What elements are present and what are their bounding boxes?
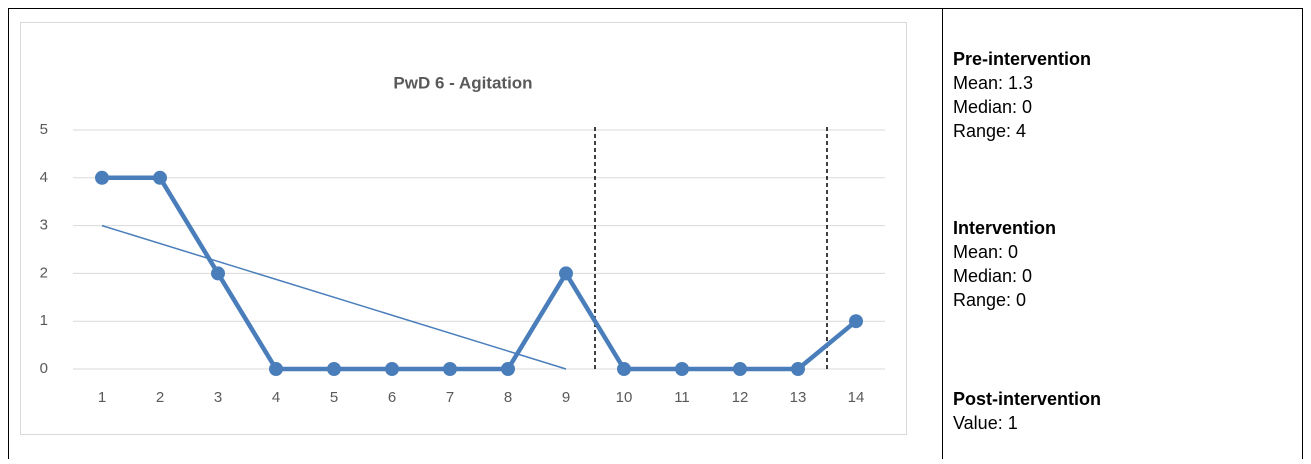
x-tick-label: 14 (848, 389, 865, 406)
x-tick-label: 3 (214, 389, 222, 406)
panel-line: Range: 0 (953, 290, 1026, 310)
x-tick-label: 7 (446, 389, 454, 406)
y-tick-label: 2 (40, 264, 48, 281)
panel-heading: Post-intervention (953, 389, 1101, 409)
data-point (559, 266, 573, 281)
table-border (8, 8, 1303, 464)
data-point (791, 362, 805, 376)
y-tick-label: 4 (40, 169, 48, 186)
panel-heading: Intervention (953, 218, 1056, 238)
data-point (95, 170, 109, 185)
data-point (733, 362, 747, 376)
data-point (617, 362, 631, 376)
panel-line: Mean: 1.3 (953, 73, 1033, 93)
x-tick-label: 1 (98, 389, 106, 406)
x-tick-label: 13 (790, 389, 807, 406)
y-tick-label: 5 (40, 121, 48, 138)
data-point (153, 170, 167, 185)
x-tick-label: 11 (674, 389, 690, 406)
data-point (269, 362, 283, 376)
y-tick-label: 0 (40, 360, 48, 377)
panel-line: Median: 0 (953, 266, 1032, 286)
x-tick-label: 6 (388, 389, 396, 406)
x-tick-label: 8 (504, 389, 512, 406)
data-point (501, 362, 515, 376)
x-tick-label: 5 (330, 389, 338, 406)
y-tick-label: 1 (40, 312, 48, 329)
x-tick-label: 12 (732, 389, 749, 406)
panel-line: Median: 0 (953, 97, 1032, 117)
data-point (385, 362, 399, 376)
chart-title: PwD 6 - Agitation (393, 73, 532, 92)
panel-line: Value: 1 (953, 413, 1018, 433)
data-point (211, 266, 225, 281)
x-tick-label: 4 (272, 389, 280, 406)
data-point (675, 362, 689, 376)
panel-line: Range: 4 (953, 121, 1026, 141)
panel-heading: Pre-intervention (953, 49, 1091, 69)
data-point (849, 314, 863, 329)
x-tick-label: 2 (156, 389, 164, 406)
x-tick-label: 9 (562, 389, 570, 406)
trendline (101, 224, 567, 370)
chart-frame (20, 22, 907, 435)
x-tick-label: 10 (616, 389, 633, 406)
data-point (327, 362, 341, 376)
panel-line: Mean: 0 (953, 242, 1018, 262)
y-tick-label: 3 (40, 217, 48, 234)
data-point (443, 362, 457, 376)
data-line (102, 175, 858, 372)
